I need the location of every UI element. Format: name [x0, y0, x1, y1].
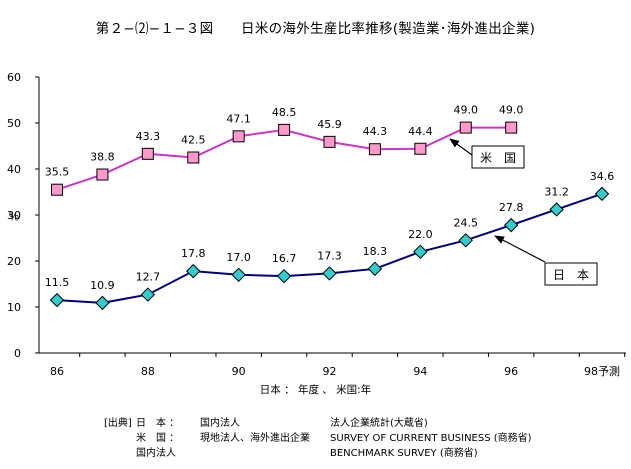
data-point: [276, 268, 292, 284]
data-label: 49.0: [499, 104, 524, 117]
series-line: [56, 126, 512, 191]
data-label: 38.8: [90, 151, 115, 164]
y-tick-label: 60: [7, 71, 21, 84]
data-label: 45.9: [317, 118, 342, 131]
x-tick-label: 90: [232, 365, 246, 378]
data-label: 49.0: [454, 104, 479, 117]
data-labels: 35.5 38.8 43.3 42.5 47.1 48.5 45.9 44.3 44.4 49.0…: [45, 104, 615, 292]
data-label: 10.9: [90, 279, 115, 292]
data-label: 47.1: [226, 112, 251, 125]
us-callout-arrow: [449, 138, 473, 156]
x-tick-label: 92: [323, 365, 337, 378]
source-country-1: 日 本 ：: [136, 418, 180, 429]
y-tick-label: 50: [7, 117, 21, 130]
data-label: 17.8: [181, 247, 206, 260]
japan-callout-box: [544, 262, 598, 286]
data-point: [231, 267, 246, 283]
us-callout-label: 米 国: [480, 151, 516, 165]
data-point: [459, 121, 472, 134]
data-label: 17.0: [226, 251, 251, 264]
data-point: [323, 135, 336, 148]
data-point: [95, 295, 110, 311]
data-point: [232, 130, 245, 143]
data-point: [140, 287, 156, 302]
us-callout-box: [471, 145, 525, 169]
data-point: [367, 261, 383, 277]
data-label: 43.3: [136, 130, 161, 143]
data-label: 17.3: [317, 249, 342, 262]
data-label: 42.5: [181, 134, 206, 147]
source-survey-3: BENCHMARK SURVEY (商務省): [330, 448, 478, 459]
y-tick-label: 20: [7, 255, 21, 268]
x-tick-label: 96: [504, 365, 518, 378]
source-country-2: 米 国 ：: [136, 433, 180, 444]
data-label: 16.7: [272, 252, 297, 265]
data-point: [96, 168, 109, 181]
japan-callout-arrow: [494, 235, 546, 263]
data-point: [414, 142, 427, 155]
y-tick-label: 30: [7, 209, 21, 222]
data-point: [413, 244, 428, 260]
data-point: [505, 121, 518, 134]
y-tick-label: 10: [7, 301, 21, 314]
data-point: [51, 183, 63, 196]
data-label: 11.5: [45, 276, 70, 289]
japan-callout-label: 日 本: [553, 268, 589, 282]
source-survey-2: SURVEY OF CURRENT BUSINESS (商務省): [330, 433, 532, 444]
chart-title: 第２−⑵−１−３図 日米の海外生産比率推移(製造業･海外進出企業): [95, 21, 536, 37]
data-point: [49, 292, 65, 308]
data-label: 48.5: [272, 106, 297, 119]
data-label: 35.5: [45, 166, 70, 179]
data-label: 44.3: [363, 125, 388, 138]
y-tick-label: 0: [14, 347, 21, 360]
data-point: [458, 233, 473, 248]
data-label: 44.4: [408, 125, 433, 138]
series-callouts: 米 国 日 本: [449, 138, 598, 286]
y-axis-label: ％: [9, 210, 20, 223]
x-tick-label: 94: [413, 365, 427, 378]
data-point: [186, 263, 201, 279]
axes: 0 10 20 30 40 50 60 ％ 86 88 90 92 94 96 98予測: [7, 71, 626, 378]
y-tick-label: 40: [7, 163, 21, 176]
x-tick-label: 86: [50, 365, 64, 378]
data-label: 34.6: [590, 170, 615, 183]
source-scope-2: 現地法人、海外進出企業: [200, 433, 310, 444]
data-label: 31.2: [544, 185, 569, 198]
data-point: [187, 151, 200, 164]
data-point: [141, 147, 154, 160]
x-axis-note: 日本 ： 年度 、 米国:年: [259, 384, 372, 396]
data-label: 24.5: [454, 216, 479, 229]
data-point: [368, 143, 381, 156]
source-survey-1: 法人企業統計(大蔵省): [330, 418, 428, 429]
source-bracket: [出典]: [104, 418, 132, 429]
data-label: 18.3: [363, 245, 388, 258]
data-point: [322, 266, 337, 281]
data-label: 12.7: [136, 271, 161, 284]
data-point: [594, 186, 610, 202]
data-point: [278, 123, 291, 136]
series-markers: [49, 121, 610, 311]
data-point: [549, 202, 564, 217]
data-label: 22.0: [408, 228, 433, 241]
x-tick-label: 98予測: [584, 364, 620, 378]
source-scope-1: 国内法人: [200, 418, 240, 429]
x-tick-label: 88: [141, 365, 155, 378]
source-scope-3: 国内法人: [136, 448, 176, 459]
data-point: [503, 217, 519, 233]
data-label: 27.8: [499, 201, 524, 214]
